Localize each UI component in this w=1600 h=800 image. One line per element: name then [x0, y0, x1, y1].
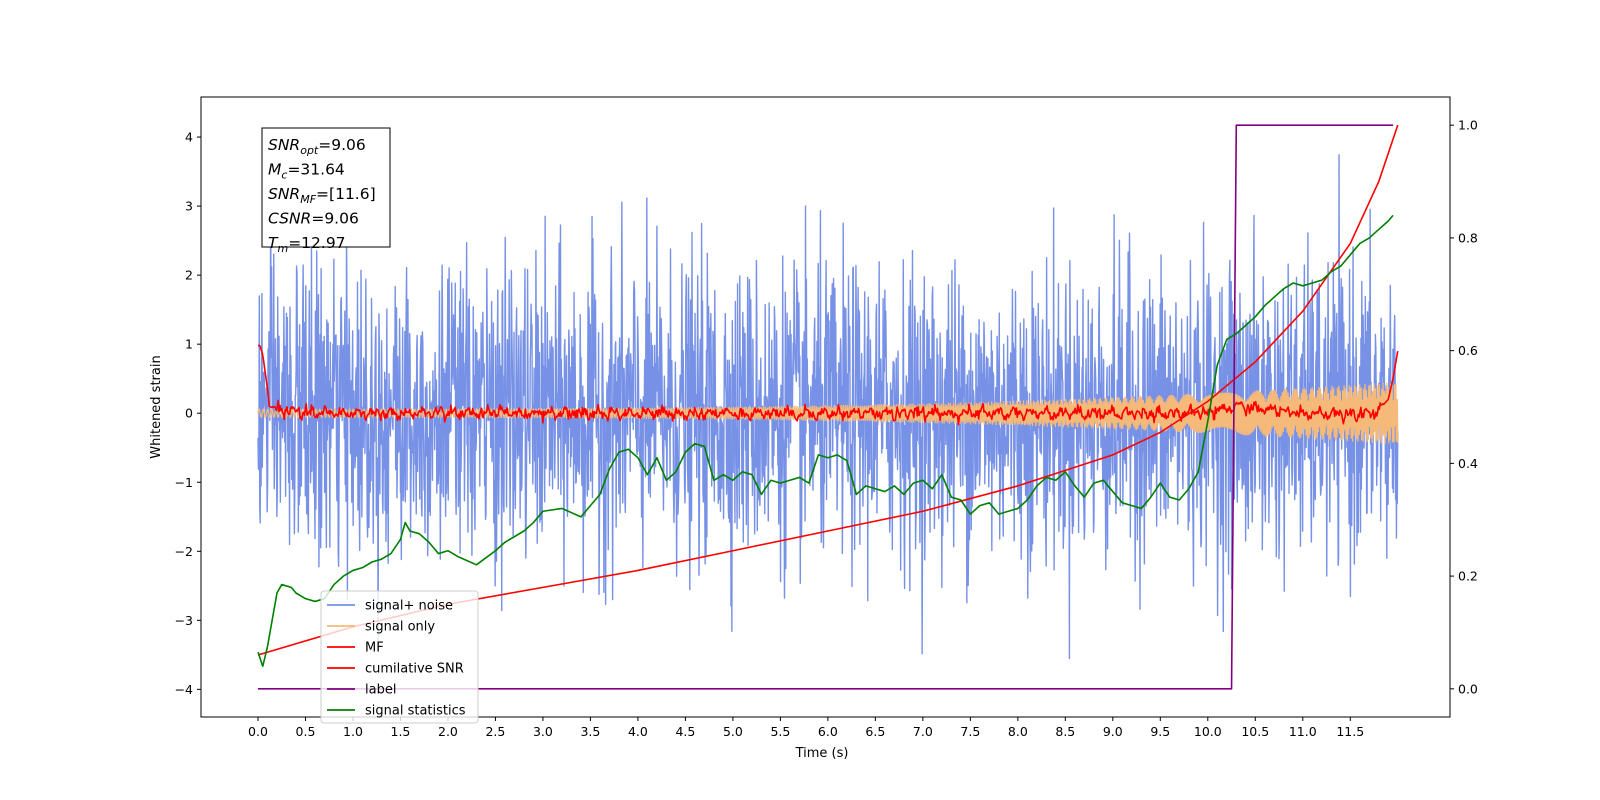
series-line-label: [257, 124, 1394, 690]
stats-textbox: SNRopt=9.06 Mc=31.64 SNRMF=[11.6] CSNR=9.06…: [261, 127, 391, 255]
legend-frame: [320, 590, 479, 724]
textbox-line: Tm=12.97: [268, 234, 346, 255]
y-tick-label-left: −4: [175, 682, 193, 697]
x-tick-label: 1.5: [391, 724, 411, 739]
x-tick-label: 3.0: [533, 724, 553, 739]
x-tick-label: 0.0: [248, 724, 268, 739]
x-tick-label: 4.5: [675, 724, 695, 739]
y-axis-label-left: Whitened strain: [149, 355, 164, 458]
textbox-line: CSNR=9.06: [268, 210, 359, 228]
series-line-signal-statistics: [257, 214, 1394, 668]
series-line-cumilative-snr: [257, 124, 1399, 656]
y-tick-label-left: 3: [185, 199, 193, 214]
x-tick-label: 9.5: [1150, 724, 1170, 739]
y-tick-label-left: 1: [185, 337, 193, 352]
x-tick-label: 10.5: [1241, 724, 1269, 739]
series-layer: [257, 124, 1399, 690]
x-tick-label: 11.5: [1336, 724, 1364, 739]
legend-label: label: [365, 683, 396, 698]
y-tick-label-left: 2: [185, 268, 193, 283]
legend-label: cumilative SNR: [365, 662, 464, 677]
textbox-line: SNRMF=[11.6]: [268, 185, 376, 206]
x-tick-label: 11.0: [1289, 724, 1317, 739]
x-tick-label: 4.0: [628, 724, 648, 739]
y-axis-right: 1.0 0.8 0.6 0.4 0.2 0.0: [1450, 118, 1478, 696]
x-tick-label: 6.5: [865, 724, 885, 739]
y-tick-label-left: −2: [175, 544, 193, 559]
plot-frame: [200, 96, 1451, 718]
x-tick-label: 0.5: [296, 724, 316, 739]
x-tick-label: 5.5: [770, 724, 790, 739]
x-tick-label: 5.0: [723, 724, 743, 739]
x-tick-label: 3.5: [580, 724, 600, 739]
x-tick-label: 7.5: [960, 724, 980, 739]
series-line-mf: [257, 344, 1399, 426]
x-tick-label: 7.0: [913, 724, 933, 739]
textbox-frame: [261, 127, 391, 248]
x-axis-label: Time (s): [795, 746, 849, 761]
legend-label: MF: [365, 641, 384, 656]
x-tick-label: 8.0: [1008, 724, 1028, 739]
y-tick-label-right: 0.8: [1458, 230, 1478, 245]
legend: signal+ noise signal only MF cumilative SNR…: [320, 590, 479, 724]
y-tick-label-right: 0.4: [1458, 456, 1478, 471]
x-tick-label: 9.0: [1103, 724, 1123, 739]
y-tick-label-left: 4: [185, 130, 193, 145]
x-tick-label: 2.5: [485, 724, 505, 739]
textbox-line: SNRopt=9.06: [268, 136, 366, 157]
x-tick-label: 10.0: [1194, 724, 1222, 739]
x-axis: 0.0 0.5 1.0 1.5 2.0 2.5 3.0 3.5 4.0 4.5 5.0 5.5 6.0 6…: [248, 717, 1364, 739]
y-tick-label-left: 0: [185, 406, 193, 421]
x-tick-label: 6.0: [818, 724, 838, 739]
textbox-line: Mc=31.64: [268, 161, 345, 182]
legend-label: signal+ noise: [365, 599, 453, 614]
x-tick-label: 8.5: [1055, 724, 1075, 739]
y-tick-label-right: 1.0: [1458, 118, 1478, 133]
y-tick-label-right: 0.0: [1458, 681, 1478, 696]
series-line-signal-noise: [257, 154, 1399, 660]
y-tick-label-left: −3: [175, 613, 193, 628]
x-tick-label: 2.0: [438, 724, 458, 739]
y-axis-left: 4 3 2 1 0 −1 −2 −3 −4: [175, 130, 201, 697]
x-tick-label: 1.0: [343, 724, 363, 739]
y-tick-label-right: 0.6: [1458, 343, 1478, 358]
legend-label: signal only: [365, 620, 435, 635]
legend-label: signal statistics: [365, 704, 466, 719]
y-tick-label-left: −1: [175, 475, 193, 490]
y-tick-label-right: 0.2: [1458, 569, 1478, 584]
